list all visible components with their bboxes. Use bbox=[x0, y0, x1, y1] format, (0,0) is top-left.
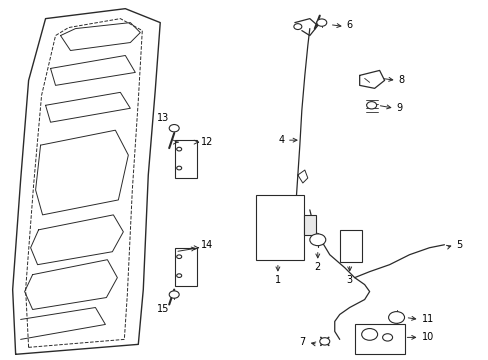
Circle shape bbox=[176, 147, 182, 151]
Circle shape bbox=[382, 334, 392, 341]
Text: 15: 15 bbox=[157, 305, 169, 315]
Circle shape bbox=[366, 102, 376, 109]
Text: 10: 10 bbox=[421, 332, 433, 342]
Text: 4: 4 bbox=[278, 135, 285, 145]
Text: 7: 7 bbox=[299, 337, 305, 347]
Bar bbox=[255, 195, 303, 260]
Text: 12: 12 bbox=[201, 137, 213, 147]
Text: 9: 9 bbox=[396, 103, 402, 113]
Circle shape bbox=[309, 234, 325, 246]
Circle shape bbox=[176, 166, 182, 170]
Circle shape bbox=[176, 274, 182, 278]
Text: 11: 11 bbox=[421, 314, 433, 324]
Circle shape bbox=[361, 329, 377, 340]
Text: 5: 5 bbox=[455, 240, 462, 250]
Text: 14: 14 bbox=[201, 240, 213, 250]
Circle shape bbox=[293, 24, 301, 30]
Circle shape bbox=[176, 255, 182, 258]
Text: 8: 8 bbox=[398, 75, 404, 85]
Text: 2: 2 bbox=[314, 262, 320, 272]
Text: 13: 13 bbox=[157, 113, 169, 123]
Bar bbox=[175, 248, 197, 285]
Bar bbox=[339, 230, 361, 262]
Circle shape bbox=[316, 19, 326, 26]
Circle shape bbox=[319, 338, 329, 345]
Circle shape bbox=[169, 125, 179, 132]
Text: 1: 1 bbox=[274, 275, 281, 285]
Bar bbox=[354, 324, 404, 354]
Bar bbox=[303, 215, 315, 235]
Circle shape bbox=[169, 291, 179, 298]
Bar bbox=[175, 140, 197, 178]
Text: 3: 3 bbox=[346, 275, 352, 285]
Text: 6: 6 bbox=[346, 19, 352, 30]
Circle shape bbox=[388, 312, 404, 323]
